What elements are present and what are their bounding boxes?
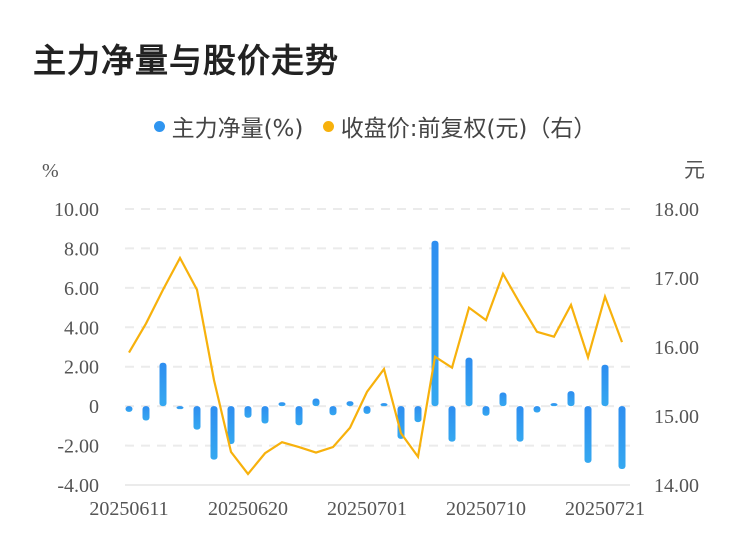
net-volume-bar [227,406,235,444]
legend-item-close-price[interactable]: 收盘价:前复权(元)（右） [322,109,597,143]
net-volume-bar [142,406,150,421]
left-axis-tick-label: 10.00 [54,199,99,221]
net-volume-bar [448,406,456,442]
right-axis-tick-label: 16.00 [654,337,699,359]
legend-label: 主力净量(%) [171,116,304,142]
chart-title: 主力净量与股价走势 [33,41,339,80]
net-volume-bar [159,362,167,407]
right-axis-tick-label: 15.00 [654,406,699,428]
legend-item-net-volume[interactable]: 主力净量(%) [153,109,304,143]
net-volume-bar [176,406,184,410]
net-volume-bar [346,401,354,407]
left-axis-tick-label: -2.00 [57,436,99,458]
net-volume-bar [329,406,337,416]
net-volume-bar [380,403,388,407]
x-axis-tick-label: 20250710 [446,498,526,520]
net-volume-bar [533,406,541,413]
net-volume-bar [125,406,133,412]
legend-marker-orange [322,120,334,132]
net-volume-bar [618,406,626,470]
net-volume-bar [567,391,575,407]
left-axis-tick-label: 2.00 [64,357,99,379]
legend: 主力净量(%) 收盘价:前复权(元)（右） [0,109,750,143]
x-axis-tick-label: 20250721 [565,498,645,520]
left-axis-tick-label: 6.00 [64,278,99,300]
net-volume-bar [584,406,592,463]
net-volume-bar [244,406,252,418]
right-axis-tick-label: 17.00 [654,268,699,290]
left-axis-tick-label: -4.00 [57,475,99,497]
left-axis-tick-label: 4.00 [64,317,99,339]
net-volume-bar [312,398,320,407]
right-axis-unit: 元 [684,158,705,182]
close-price-line [128,255,624,476]
x-axis-tick-label: 20250611 [89,498,168,520]
net-volume-bar [465,357,473,407]
net-volume-bar [261,406,269,424]
net-volume-bar [431,240,439,407]
legend-marker-blue [153,120,165,132]
net-volume-bar [499,392,507,407]
left-axis-unit: % [42,160,59,182]
net-volume-bar [482,406,490,416]
left-axis-tick-label: 8.00 [64,238,99,260]
x-axis-tick-label: 20250701 [327,498,407,520]
net-volume-bar [601,364,609,407]
right-axis-tick-label: 14.00 [654,475,699,497]
net-volume-bar [516,406,524,442]
net-volume-bar [550,403,558,407]
net-volume-bar [193,406,201,430]
net-volume-bar [210,406,218,460]
net-volume-bar [295,406,303,426]
left-axis-tick-label: 0 [89,396,99,418]
net-volume-bar [278,402,286,407]
legend-label: 收盘价:前复权(元)（右） [340,116,597,142]
x-axis-tick-label: 20250620 [208,498,288,520]
net-volume-bar [363,406,371,414]
right-axis-tick-label: 18.00 [654,199,699,221]
net-volume-bar [414,406,422,423]
